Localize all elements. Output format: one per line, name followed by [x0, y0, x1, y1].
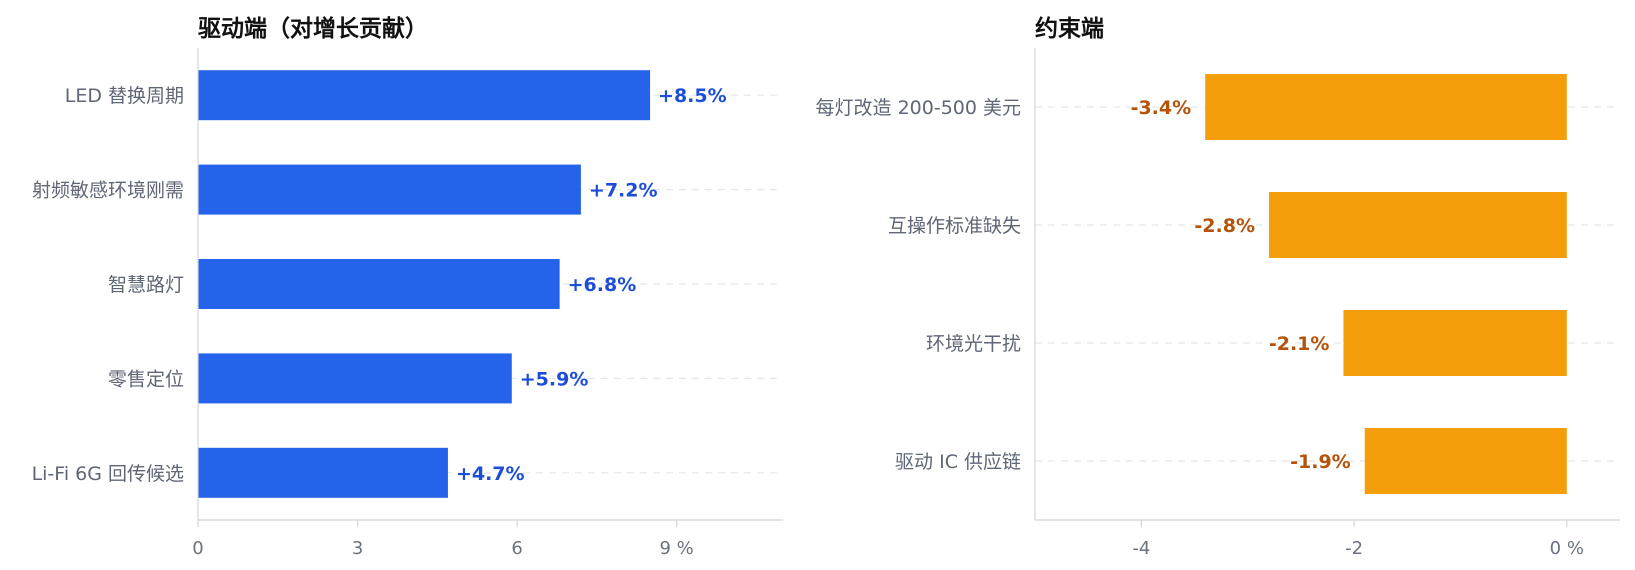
constraints-chart: 约束端 每灯改造 200-500 美元 -3.4% 互操作标准缺失 -2.8% 环境光干…	[816, 15, 1620, 559]
driver-category-label: 零售定位	[108, 368, 184, 390]
drivers-chart-title: 驱动端（对增长贡献）	[198, 15, 428, 42]
constraints-grid	[1035, 106, 1620, 462]
constraint-value-label: -2.8%	[1194, 215, 1255, 237]
drivers-bars: LED 替换周期 +8.5% 射频敏感环境刚需 +7.2% 智慧路灯 +6.8% 零售定位 +…	[32, 70, 727, 498]
constraint-value-label: -3.4%	[1131, 97, 1192, 119]
constraints-axes: -4 -2 0 %	[1034, 48, 1620, 559]
driver-value-label: +8.5%	[658, 85, 727, 107]
constraint-x-tick-label: -2	[1345, 538, 1363, 559]
constraint-category-label: 互操作标准缺失	[888, 215, 1021, 237]
constraint-bar	[1205, 74, 1567, 140]
driver-category-label: LED 替换周期	[65, 85, 184, 107]
driver-bar	[198, 164, 581, 215]
constraint-category-label: 驱动 IC 供应链	[895, 451, 1021, 473]
constraints-bars: 每灯改造 200-500 美元 -3.4% 互操作标准缺失 -2.8% 环境光干扰 -2.…	[816, 74, 1567, 494]
constraint-x-tick-label: -4	[1132, 538, 1150, 559]
driver-x-tick-label: 3	[352, 538, 363, 559]
constraint-x-tick-label: 0 %	[1550, 538, 1584, 559]
drivers-chart: 驱动端（对增长贡献） LED 替换周期 +8.5% 射频敏感环境刚需 +7.2% 智慧路…	[32, 15, 783, 559]
constraint-bar	[1343, 310, 1567, 376]
drivers-axes: 0 3 6 9 %	[192, 48, 783, 559]
driver-value-label: +7.2%	[589, 180, 658, 202]
driver-value-label: +4.7%	[456, 463, 525, 485]
driver-x-tick-label: 6	[511, 538, 522, 559]
driver-x-tick-label: 9 %	[659, 538, 693, 559]
driver-category-label: 射频敏感环境刚需	[32, 180, 184, 202]
driver-value-label: +6.8%	[568, 274, 637, 296]
constraint-value-label: -1.9%	[1290, 451, 1351, 473]
constraint-category-label: 环境光干扰	[926, 333, 1021, 355]
constraint-bar	[1269, 192, 1567, 258]
driver-value-label: +5.9%	[520, 368, 589, 390]
driver-category-label: Li-Fi 6G 回传候选	[32, 463, 184, 485]
constraint-value-label: -2.1%	[1269, 333, 1330, 355]
constraint-bar	[1364, 428, 1567, 494]
driver-bar	[198, 70, 651, 121]
driver-bar	[198, 259, 560, 309]
driver-bar	[198, 353, 512, 404]
constraints-chart-title: 约束端	[1035, 15, 1104, 42]
driver-x-tick-label: 0	[192, 538, 203, 559]
driver-bar	[198, 447, 448, 498]
driver-category-label: 智慧路灯	[108, 274, 184, 296]
constraint-category-label: 每灯改造 200-500 美元	[816, 97, 1021, 119]
